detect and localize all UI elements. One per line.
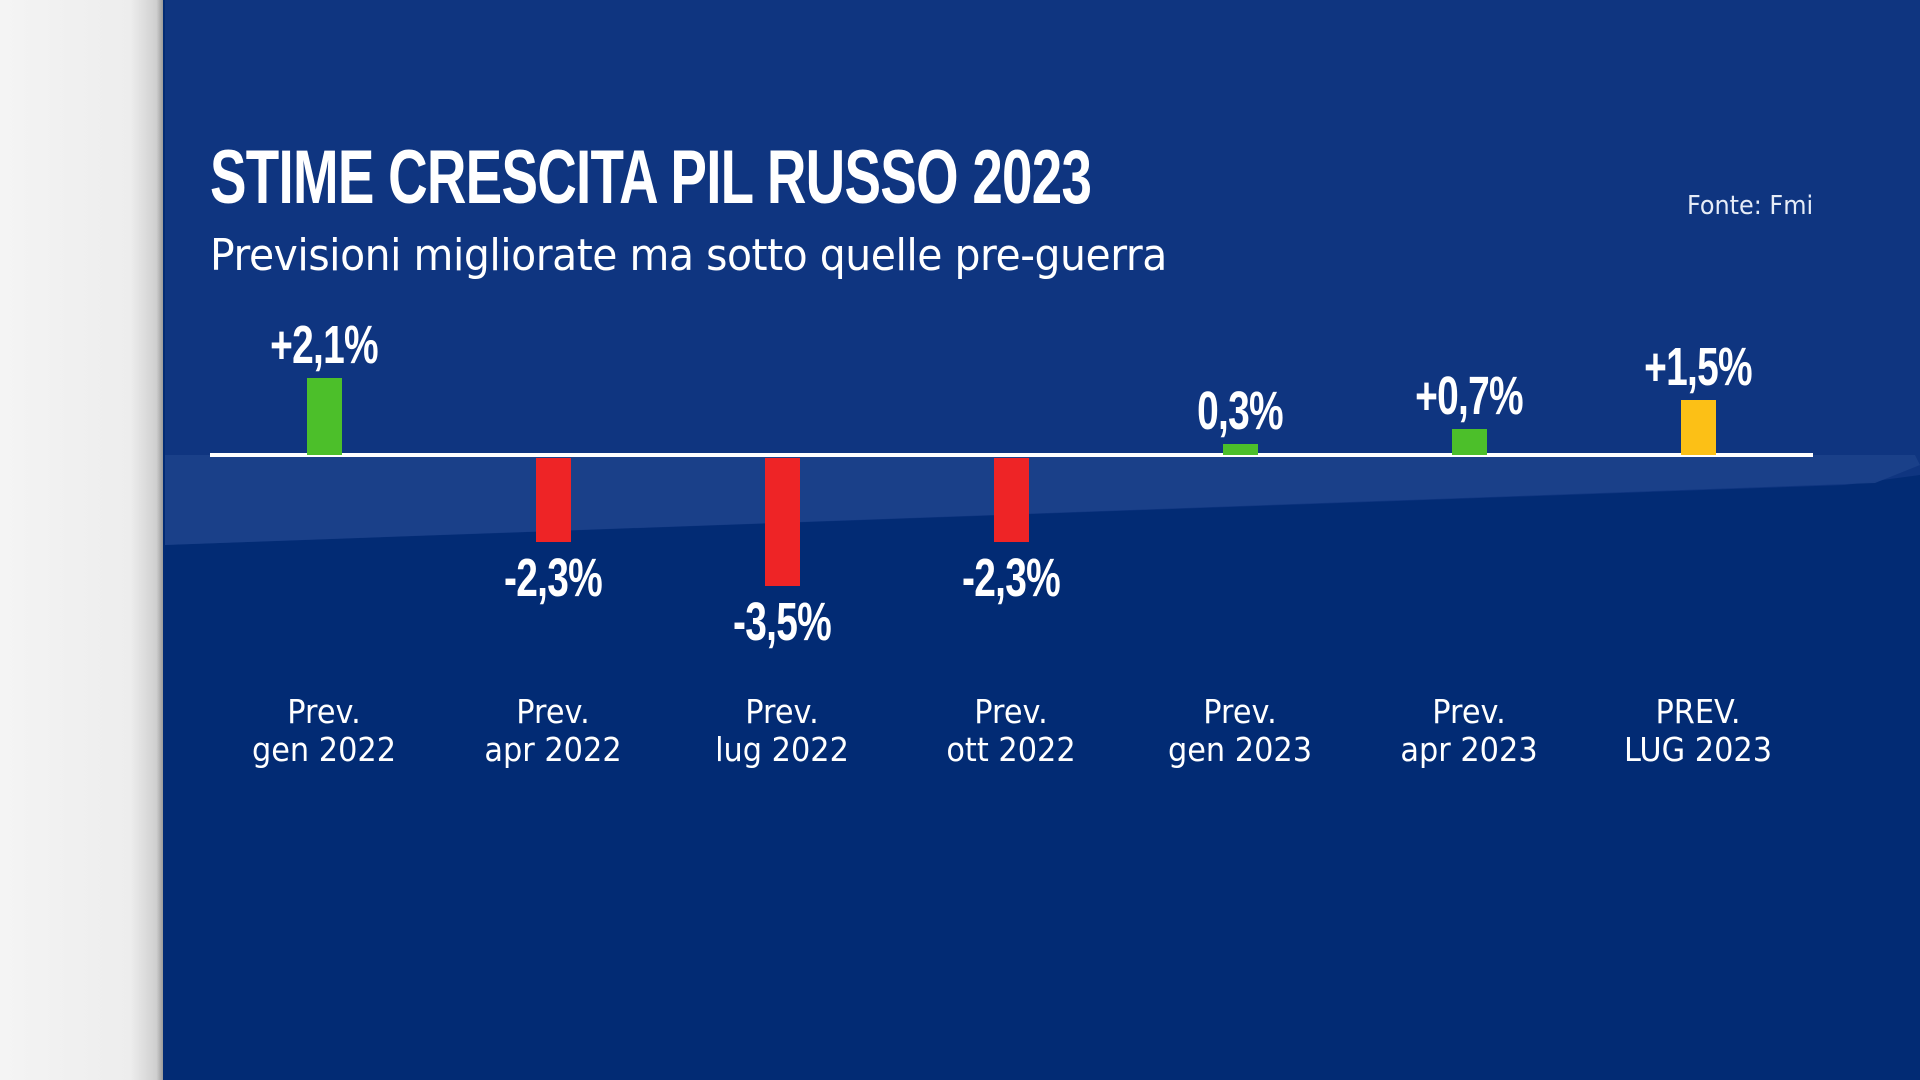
category-label-line2: apr 2023 (1400, 730, 1538, 769)
bar-value-label: 0,3% (1197, 381, 1283, 441)
source-label: Fonte: Fmi (1686, 191, 1813, 221)
zero-baseline (210, 453, 1813, 457)
category-label-line2: gen 2023 (1167, 730, 1313, 769)
category-label: Prev. gen 2023 (1168, 693, 1312, 769)
bar-value-label: -3,5% (733, 592, 832, 652)
category-label-line1: Prev. (745, 692, 819, 731)
category-label: Prev. lug 2022 (715, 693, 849, 769)
bar-value-label: +1,5% (1644, 337, 1752, 397)
category-label-line1: Prev. (516, 692, 590, 731)
category-label-line1: PREV. (1655, 692, 1741, 731)
bar-2 (536, 458, 571, 542)
graphic-panel (165, 0, 1920, 1080)
bar-value-label: +0,7% (1415, 366, 1523, 426)
category-label: PREV. LUG 2023 (1624, 693, 1772, 769)
bar-6 (1452, 429, 1487, 455)
chart-subtitle: Previsioni migliorate ma sotto quelle pr… (210, 230, 1167, 281)
category-label-line1: Prev. (1432, 692, 1506, 731)
category-label-line2: apr 2022 (484, 730, 622, 769)
category-label: Prev. ott 2022 (946, 693, 1075, 769)
bar-value-label: +2,1% (270, 315, 378, 375)
bar-1 (307, 378, 342, 455)
category-label: Prev. apr 2023 (1400, 693, 1537, 769)
bar-4 (994, 458, 1029, 542)
bar-3 (765, 458, 800, 586)
side-panel (0, 0, 163, 1080)
bar-value-label: -2,3% (504, 548, 603, 608)
category-label-line1: Prev. (1203, 692, 1277, 731)
category-label-line2: LUG 2023 (1623, 730, 1773, 769)
category-label-line2: gen 2022 (251, 730, 397, 769)
bar-7 (1681, 400, 1716, 455)
bar-5 (1223, 444, 1258, 455)
category-label: Prev. gen 2022 (252, 693, 396, 769)
category-label-line1: Prev. (287, 692, 361, 731)
bar-value-label: -2,3% (962, 548, 1061, 608)
category-label-line2: lug 2022 (715, 730, 849, 769)
category-label-line1: Prev. (974, 692, 1048, 731)
category-label: Prev. apr 2022 (484, 693, 621, 769)
chart-title: STIME CRESCITA PIL RUSSO 2023 (210, 135, 1092, 220)
category-label-line2: ott 2022 (946, 730, 1076, 769)
